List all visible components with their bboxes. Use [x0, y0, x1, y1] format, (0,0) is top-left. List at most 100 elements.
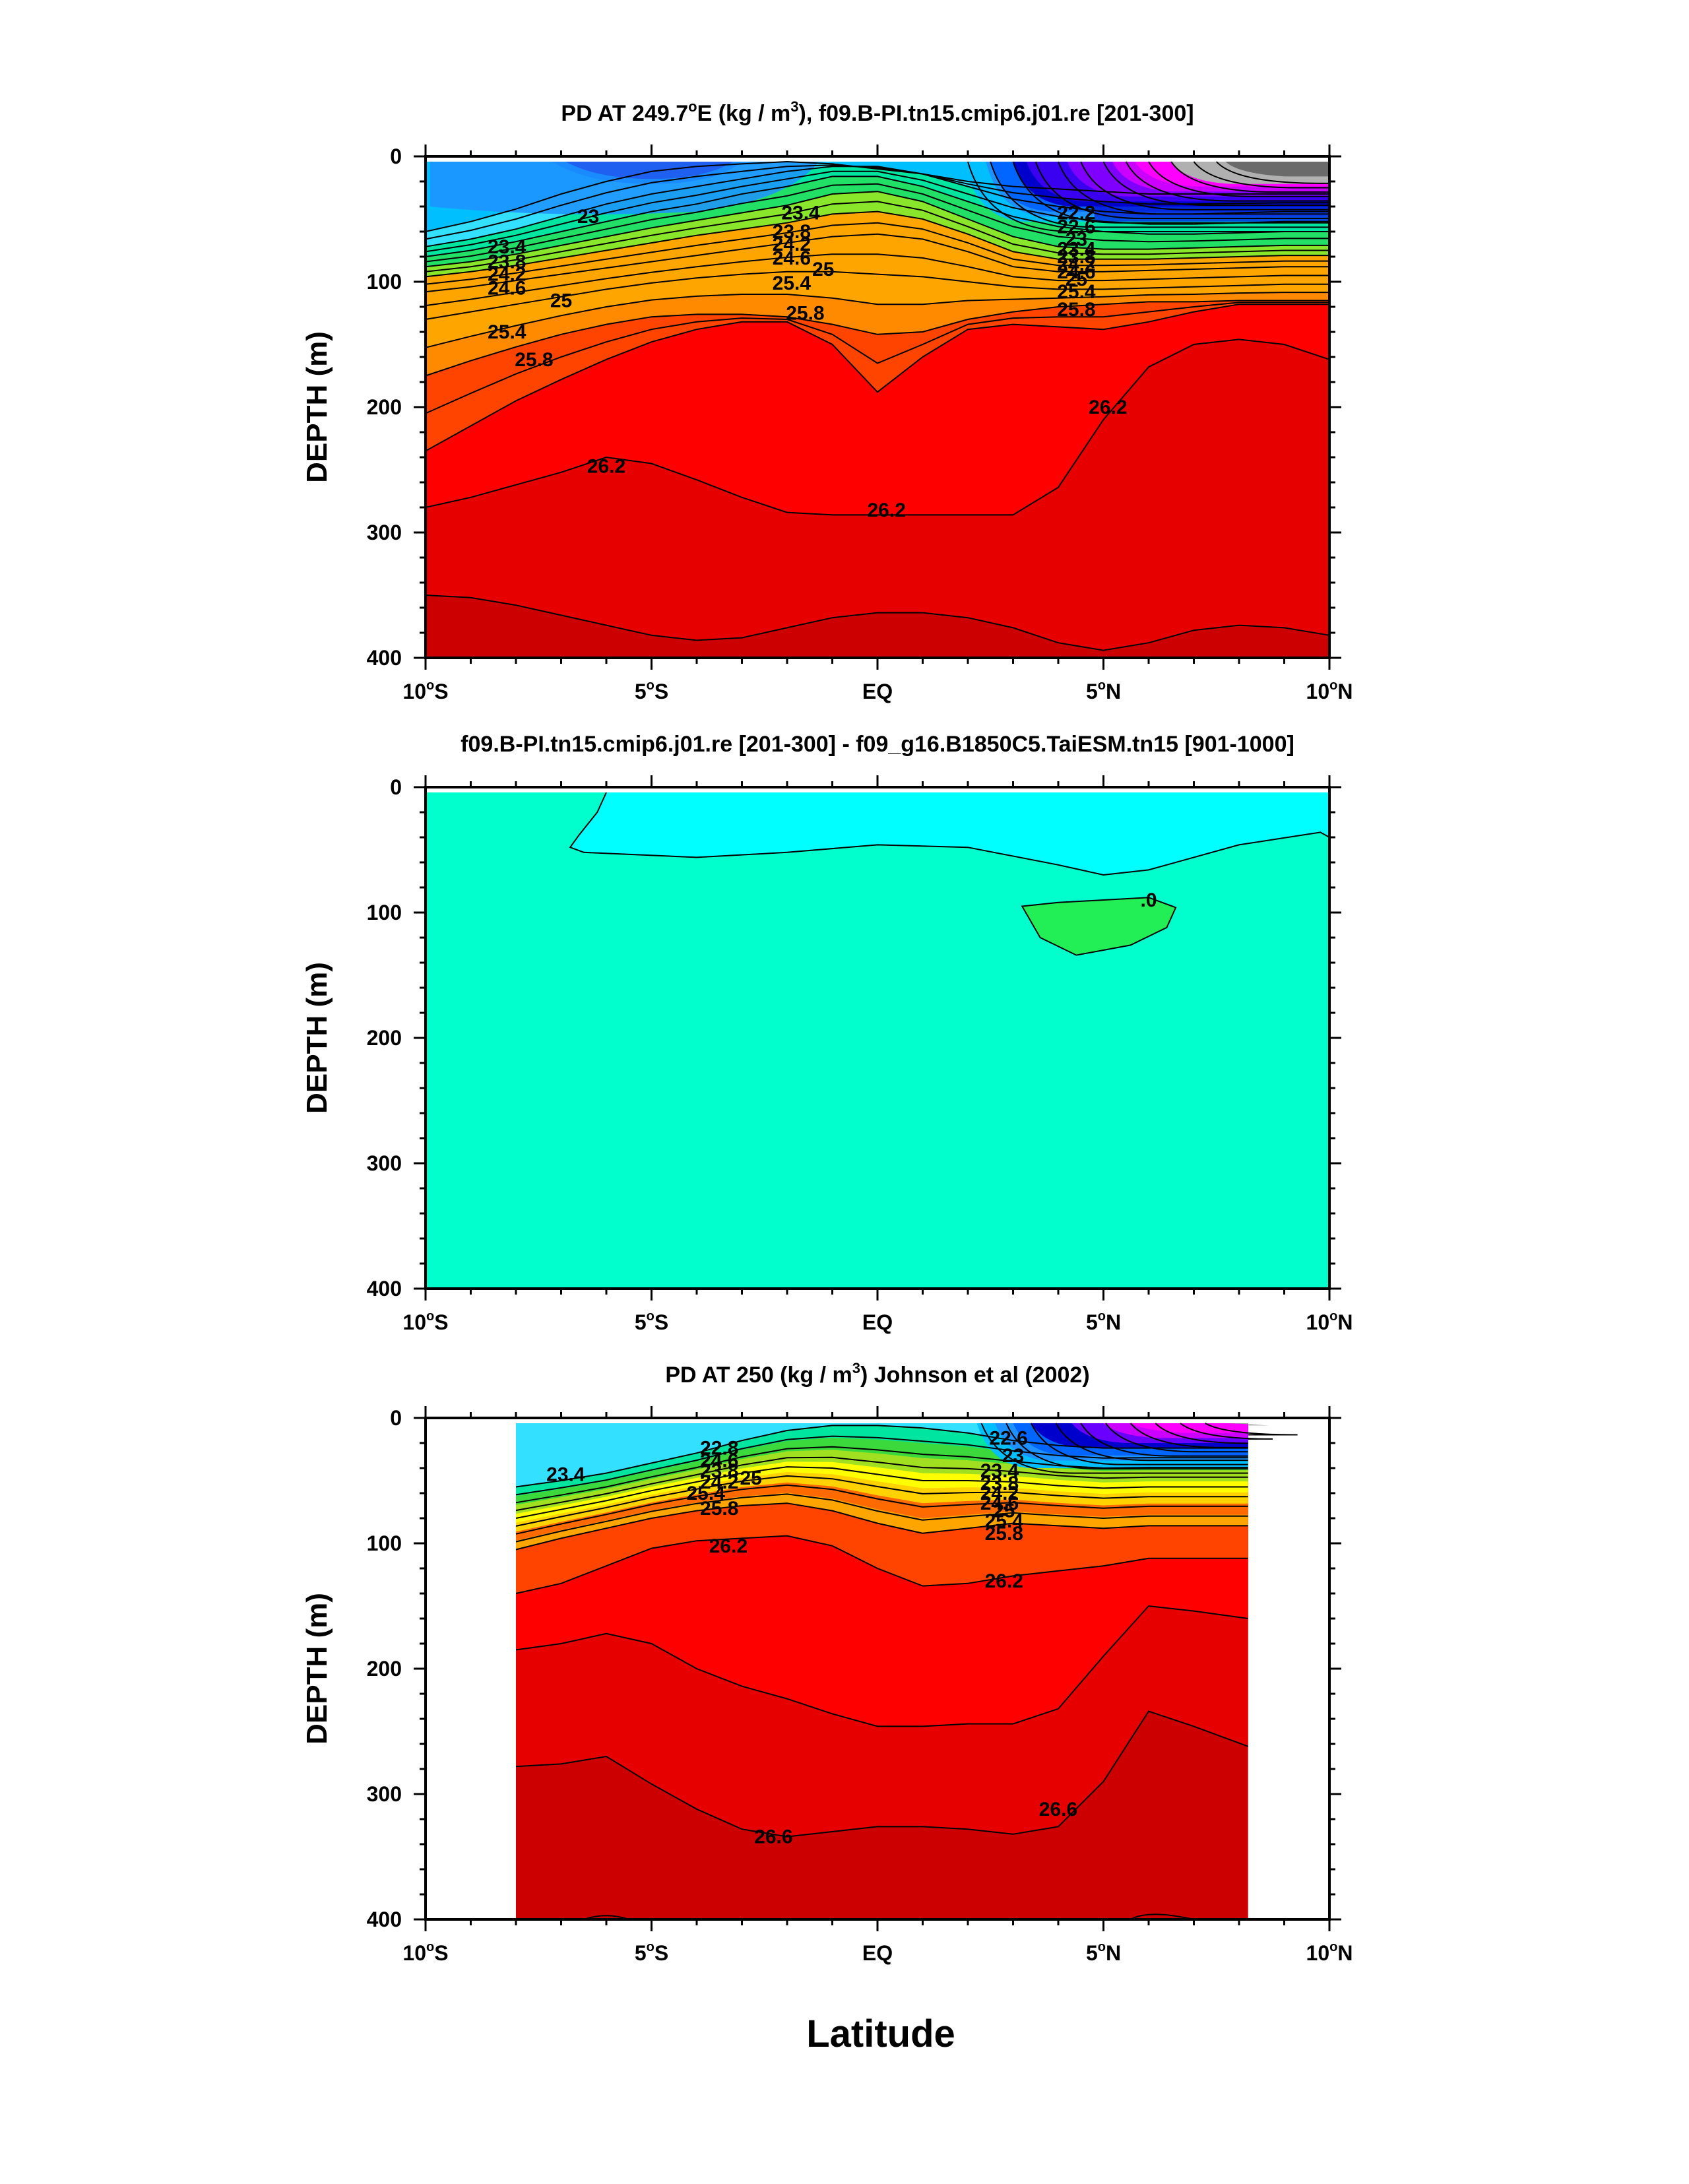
contour-line [1148, 161, 1329, 197]
contour-line [980, 1423, 1248, 1474]
contour-label: 23.8 [773, 221, 811, 243]
panel-title: PD AT 250 (kg / m3) Johnson et al (2002) [665, 1360, 1089, 1388]
contour-label: 26.2 [1089, 397, 1127, 418]
x-tick-label: 10oS [402, 678, 448, 703]
contour-label: 24.6 [773, 247, 811, 269]
contour-label: 25.8 [700, 1498, 738, 1520]
contour-line [1193, 161, 1329, 189]
contour-label: 24.2 [773, 234, 811, 255]
contour-label: 22.6 [989, 1427, 1027, 1449]
contour-label: 22.2 [1057, 203, 1095, 224]
contour-label: .0 [1140, 889, 1157, 911]
contour-label: 23 [577, 206, 599, 228]
y-tick-label: 400 [367, 646, 402, 670]
contour-label: 25.8 [1057, 299, 1095, 321]
fill-band [1225, 162, 1329, 177]
contour-label: 24.2 [980, 1483, 1019, 1504]
x-tick-label: 5oN [1086, 678, 1121, 703]
contour-line [425, 253, 1329, 307]
contour-label: 25.4 [985, 1510, 1024, 1532]
fill-band [565, 162, 733, 179]
contour-line [1055, 1423, 1248, 1461]
x-axis-title: Latitude [806, 2012, 955, 2055]
contour-label: 26.2 [709, 1535, 748, 1557]
contour-label: 26.6 [754, 1826, 792, 1848]
y-tick-label: 100 [367, 901, 402, 924]
x-tick-label: EQ [862, 680, 893, 703]
contour-line [1012, 161, 1329, 224]
contour-line [1102, 161, 1329, 207]
contour-label: 23.4 [781, 203, 820, 224]
contour-label: 26.6 [1039, 1799, 1077, 1820]
contour-line [425, 233, 1329, 293]
x-tick-label: 5oS [635, 1940, 668, 1965]
contour-label: 22.6 [1057, 216, 1095, 238]
contour-label: 25 [993, 1500, 1015, 1522]
fill-band [430, 162, 819, 214]
fill-band [570, 792, 1330, 875]
x-tick-label: 10oN [1306, 678, 1353, 703]
y-tick-label: 300 [367, 1151, 402, 1175]
y-tick-label: 0 [390, 145, 402, 168]
y-tick-label: 0 [390, 775, 402, 799]
contour-line [425, 201, 1329, 273]
x-tick-label: 5oS [635, 678, 668, 703]
contour-label: 26.2 [868, 499, 906, 521]
contour-line [1058, 161, 1329, 215]
contour-line [1130, 1423, 1248, 1448]
x-tick-label: 5oN [1086, 1940, 1121, 1965]
y-tick-label: 100 [367, 1531, 402, 1555]
filled-contours [516, 1423, 1269, 1919]
contour-label: 23.4 [546, 1464, 585, 1486]
y-tick-label: 200 [367, 395, 402, 419]
contour-line [515, 1475, 1248, 1527]
contour-label: 24.2 [488, 264, 526, 286]
contour-line [1030, 1423, 1248, 1465]
contour-line [425, 338, 1330, 516]
contour-line [1005, 1423, 1248, 1470]
contour-label: 25.4 [773, 273, 812, 294]
contour-label: 25 [812, 259, 834, 280]
y-tick-label: 300 [367, 1782, 402, 1806]
contour-line [1216, 161, 1329, 184]
fill-band [1216, 1423, 1269, 1426]
contour-line [515, 1466, 1248, 1519]
x-tick-label: 10oN [1306, 1940, 1353, 1965]
contour-line [515, 1484, 1248, 1535]
contour-line [1180, 1423, 1273, 1440]
y-axis-title: DEPTH (m) [301, 962, 333, 1114]
y-tick-label: 200 [367, 1657, 402, 1681]
contour-line [425, 594, 1330, 651]
contour-line [425, 222, 1329, 285]
y-tick-label: 0 [390, 1406, 402, 1430]
contour-line [1080, 1423, 1248, 1457]
contour-label: 26.2 [587, 455, 625, 477]
contour-line [425, 271, 1329, 320]
contour-line [425, 183, 1329, 263]
contour-line [425, 160, 1329, 232]
fill-band [426, 792, 1329, 1289]
y-axis-title: DEPTH (m) [301, 331, 333, 483]
contour-label: 26.2 [985, 1570, 1023, 1592]
contour-line [515, 1425, 1248, 1488]
contour-label: 24.2 [700, 1471, 738, 1493]
contour-line [515, 1535, 1248, 1594]
contour-line [425, 191, 1329, 268]
contour-label: 24.6 [1057, 261, 1095, 283]
contour-line [1105, 1423, 1248, 1453]
contour-line [425, 176, 1329, 257]
filled-contours [426, 162, 1329, 658]
anomaly-patch [1021, 897, 1177, 956]
contour-line [425, 304, 1329, 452]
x-tick-label: EQ [862, 1941, 893, 1965]
contour-line [1035, 161, 1329, 220]
contour-line [515, 1605, 1248, 1727]
contour-label: 24.6 [700, 1450, 738, 1472]
contour-label: 25.4 [687, 1483, 726, 1504]
contour-label: 23.8 [488, 251, 526, 273]
panel-title: f09.B-PI.tn15.cmip6.j01.re [201-300] - f… [461, 732, 1294, 757]
contour-line [515, 1710, 1249, 1838]
contour-line [425, 302, 1329, 414]
